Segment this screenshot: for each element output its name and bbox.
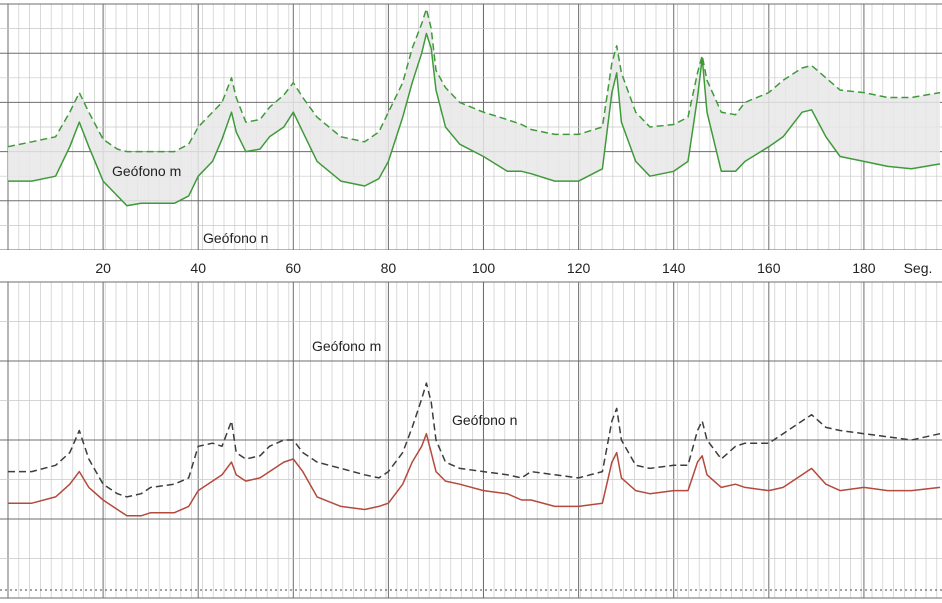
- x-tick-label: 160: [757, 260, 781, 276]
- band-between-traces: [8, 8, 940, 206]
- top-geofono-m-line: [7, 8, 941, 153]
- top-label-geofono-n: Geófono n: [203, 230, 268, 246]
- bottom-panel-grid: [0, 281, 942, 599]
- series-lines: [7, 8, 941, 517]
- bottom-geofono-m-line: [8, 382, 941, 498]
- x-tick-label: 140: [662, 260, 686, 276]
- panel-separator: [0, 250, 942, 282]
- x-tick-label: 20: [95, 260, 111, 276]
- x-tick-label: 100: [472, 260, 496, 276]
- top-label-geofono-m: Geófono m: [112, 163, 181, 179]
- x-tick-label: 40: [190, 260, 206, 276]
- bottom-label-geofono-n: Geófono n: [452, 412, 517, 428]
- x-axis-ticks: 20 40 60 80 100 120 140 160 180: [95, 260, 875, 276]
- x-tick-label: 80: [381, 260, 397, 276]
- x-tick-label: 120: [567, 260, 591, 276]
- x-tick-label: 180: [852, 260, 876, 276]
- x-axis-unit: Seg.: [904, 260, 933, 276]
- x-tick-label: 60: [286, 260, 302, 276]
- bottom-label-geofono-m: Geófono m: [312, 338, 381, 354]
- bottom-geofono-n-line: [8, 432, 941, 517]
- top-geofono-n-line: [8, 32, 941, 207]
